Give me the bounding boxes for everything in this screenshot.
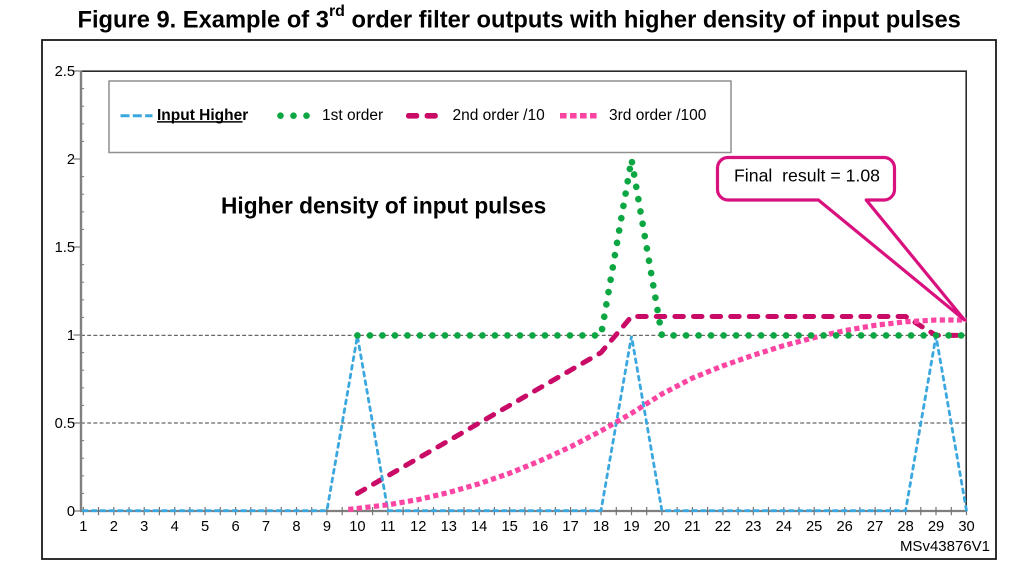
svg-text:9: 9 xyxy=(323,519,331,535)
svg-text:1st order: 1st order xyxy=(322,107,383,124)
svg-text:14: 14 xyxy=(471,519,487,535)
svg-text:1: 1 xyxy=(67,328,75,344)
svg-text:2.5: 2.5 xyxy=(55,64,75,80)
svg-text:18: 18 xyxy=(593,519,609,535)
svg-text:6: 6 xyxy=(232,519,240,535)
svg-text:Higher density of input pulses: Higher density of input pulses xyxy=(221,193,546,219)
svg-text:17: 17 xyxy=(562,519,578,535)
svg-text:22: 22 xyxy=(715,519,731,535)
svg-text:3rd order /100: 3rd order /100 xyxy=(609,107,707,124)
svg-text:16: 16 xyxy=(532,519,548,535)
svg-text:Figure 9. Example of 3rd order: Figure 9. Example of 3rd order filter ou… xyxy=(78,3,961,34)
svg-text:12: 12 xyxy=(410,519,426,535)
svg-text:2nd order /10: 2nd order /10 xyxy=(453,107,546,124)
svg-text:30: 30 xyxy=(958,519,974,535)
svg-text:29: 29 xyxy=(928,519,944,535)
svg-text:8: 8 xyxy=(292,519,300,535)
svg-text:20: 20 xyxy=(654,519,670,535)
svg-text:26: 26 xyxy=(837,519,853,535)
svg-text:28: 28 xyxy=(897,519,913,535)
svg-text:0.5: 0.5 xyxy=(55,416,75,432)
svg-text:0: 0 xyxy=(67,504,75,520)
svg-text:2: 2 xyxy=(67,152,75,168)
svg-text:7: 7 xyxy=(262,519,270,535)
svg-text:24: 24 xyxy=(776,519,792,535)
svg-text:13: 13 xyxy=(441,519,457,535)
svg-text:27: 27 xyxy=(867,519,883,535)
svg-text:19: 19 xyxy=(623,519,639,535)
svg-text:MSv43876V1: MSv43876V1 xyxy=(900,538,990,555)
svg-text:23: 23 xyxy=(745,519,761,535)
svg-text:15: 15 xyxy=(502,519,518,535)
svg-text:5: 5 xyxy=(201,519,209,535)
svg-text:10: 10 xyxy=(349,519,365,535)
svg-text:3: 3 xyxy=(140,519,148,535)
svg-text:1: 1 xyxy=(79,519,87,535)
svg-text:1.5: 1.5 xyxy=(55,240,75,256)
svg-text:25: 25 xyxy=(806,519,822,535)
svg-text:Final result = 1.08: Final result = 1.08 xyxy=(734,166,880,186)
svg-text:2: 2 xyxy=(110,519,118,535)
svg-text:Input Higher: Input Higher xyxy=(157,107,248,124)
svg-text:4: 4 xyxy=(171,519,179,535)
svg-text:11: 11 xyxy=(380,519,395,535)
svg-text:21: 21 xyxy=(684,519,700,535)
